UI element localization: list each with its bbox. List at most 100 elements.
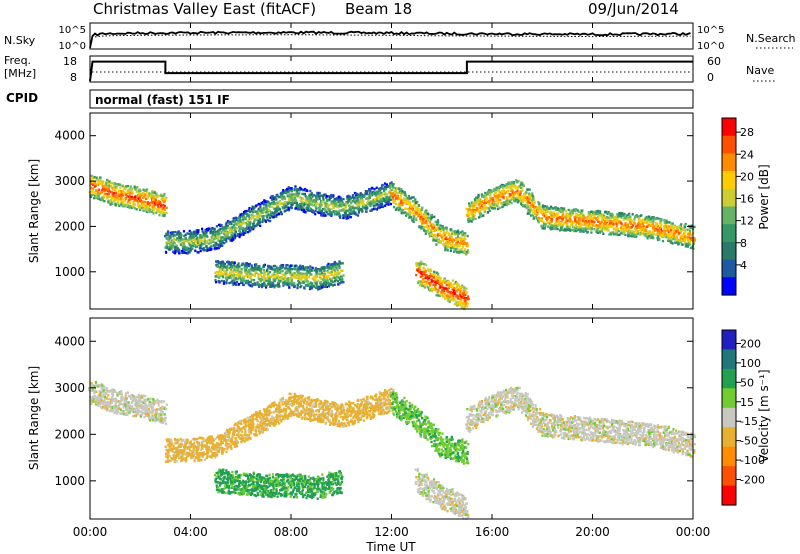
range-cell	[506, 196, 509, 199]
range-cell	[324, 280, 327, 283]
range-cell	[375, 208, 379, 211]
range-cell	[255, 204, 258, 207]
range-cell	[332, 276, 335, 279]
range-cell	[463, 251, 466, 254]
range-cell	[120, 196, 123, 199]
range-cell	[248, 226, 251, 229]
range-cell	[599, 227, 602, 230]
range-cell	[270, 265, 273, 269]
range-cell	[245, 274, 248, 278]
range-cell	[349, 206, 352, 210]
range-cell	[205, 230, 208, 234]
range-cell	[263, 277, 266, 280]
range-cell	[123, 191, 126, 195]
range-cell	[271, 274, 274, 277]
range-cell	[614, 228, 617, 231]
range-cell	[233, 261, 236, 265]
range-cell	[470, 204, 474, 207]
range-cell	[541, 217, 544, 220]
range-cell	[669, 230, 672, 233]
range-cell	[607, 216, 610, 219]
range-cell	[262, 268, 265, 272]
range-cell	[311, 266, 314, 270]
range-cell	[517, 191, 520, 195]
beam-label: Beam 18	[345, 0, 412, 18]
range-cell	[484, 201, 487, 205]
range-cell	[470, 216, 473, 219]
range-cell	[594, 213, 597, 216]
range-cell	[684, 231, 687, 234]
range-cell	[667, 230, 670, 234]
range-cell	[198, 247, 201, 250]
range-cell	[636, 215, 639, 218]
range-cell	[338, 209, 341, 212]
range-cell	[144, 207, 147, 211]
range-cell	[508, 195, 511, 198]
range-cell	[403, 211, 406, 215]
freq-left-unit: [MHz]	[4, 67, 36, 80]
range-cell	[298, 277, 301, 281]
range-cell	[165, 196, 168, 200]
range-cell	[263, 201, 266, 205]
range-cell	[245, 262, 248, 265]
range-cell	[488, 189, 491, 192]
range-cell	[219, 223, 222, 227]
range-cell	[344, 206, 347, 209]
range-cell	[354, 211, 357, 214]
range-cell	[297, 208, 300, 211]
range-cell	[298, 266, 301, 269]
range-cell	[668, 227, 671, 230]
range-cell	[423, 215, 426, 218]
range-cell	[108, 187, 111, 190]
range-cell	[221, 244, 224, 247]
range-cell	[267, 204, 270, 207]
range-cell	[183, 234, 186, 238]
range-cell	[556, 217, 559, 220]
range-cell	[610, 212, 614, 216]
range-cell	[293, 188, 296, 192]
range-cell	[112, 197, 115, 200]
range-cell	[572, 221, 575, 224]
range-cell	[532, 211, 535, 214]
range-cell	[367, 203, 370, 206]
range-cell	[368, 196, 372, 199]
range-cell	[670, 223, 673, 226]
range-cell	[307, 284, 310, 287]
range-cell	[444, 242, 447, 245]
range-cell	[494, 203, 497, 207]
range-cell	[331, 265, 335, 268]
range-cell	[380, 193, 383, 197]
range-cell	[484, 205, 487, 208]
range-cell	[288, 193, 291, 196]
range-cell	[360, 197, 363, 200]
range-cell	[438, 232, 441, 236]
range-cell	[145, 189, 148, 192]
range-cell	[659, 219, 662, 222]
range-cell	[181, 238, 184, 241]
range-cell	[157, 205, 160, 209]
range-cell	[348, 198, 351, 201]
range-cell	[309, 265, 312, 268]
range-cell	[286, 280, 290, 283]
range-cell	[675, 241, 678, 244]
range-cell	[561, 219, 564, 222]
range-cell	[452, 238, 455, 241]
range-cell	[237, 223, 241, 226]
range-cell	[318, 195, 321, 198]
range-cell	[232, 279, 235, 282]
range-cell	[451, 243, 454, 246]
range-cell	[282, 273, 285, 277]
range-cell	[286, 278, 289, 281]
range-cell	[351, 194, 354, 197]
range-cell	[330, 272, 334, 276]
range-cell	[675, 227, 678, 230]
range-cell	[191, 244, 194, 248]
range-cell	[595, 226, 598, 229]
range-cell	[220, 236, 223, 239]
range-cell	[320, 273, 323, 276]
range-cell	[380, 191, 383, 195]
range-cell	[435, 227, 438, 230]
range-cell	[693, 225, 696, 229]
range-cell	[681, 239, 684, 242]
range-cell	[333, 280, 337, 283]
